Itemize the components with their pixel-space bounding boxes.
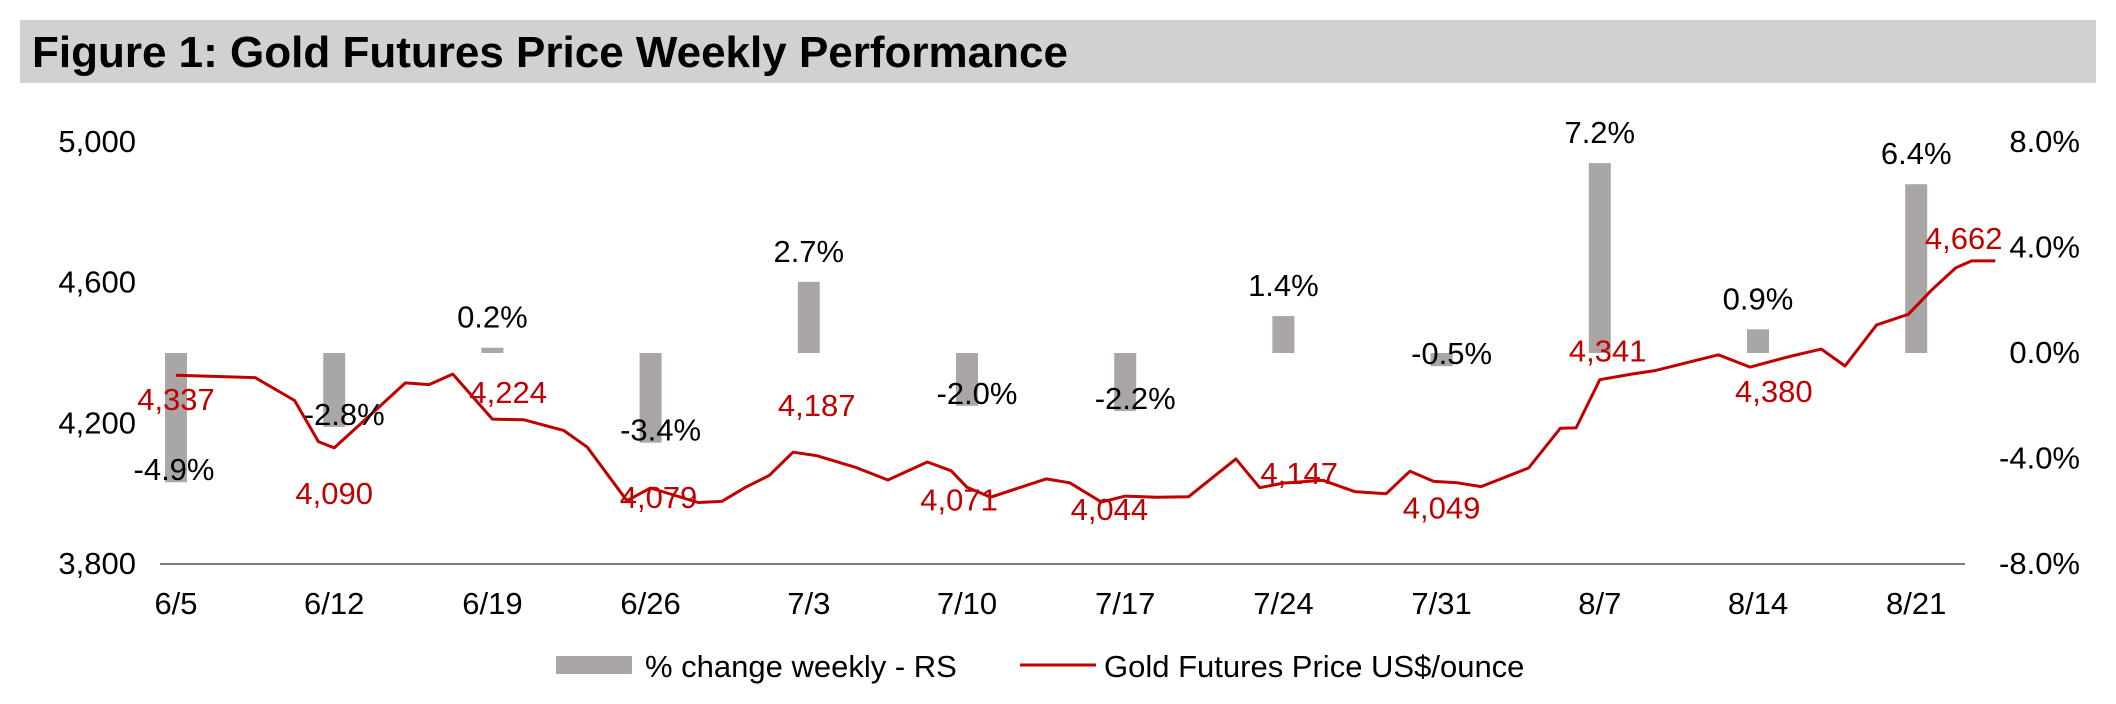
price-label-4337: 4,337 [137,382,215,417]
right-tick--8: -8.0% [1999,546,2080,581]
left-tick-4600: 4,600 [58,265,136,300]
bar-label-8/21: 6.4% [1881,136,1952,171]
bar-label-8/14: 0.9% [1723,281,1794,316]
bar-6/5 [165,353,187,483]
price-label-4079: 4,079 [620,480,698,515]
legend-swatch-bar [556,656,632,674]
bar-8/14 [1747,329,1769,353]
legend-label-bar: % change weekly - RS [645,649,957,684]
x-tick-8/14: 8/14 [1728,586,1788,621]
bar-label-7/3: 2.7% [773,234,844,269]
price-label-4071: 4,071 [920,483,998,518]
bar-label-8/7: 7.2% [1564,115,1635,150]
bar-6/26 [639,353,662,443]
bar-label-6/26: -3.4% [620,413,701,448]
right-tick-4: 4.0% [2009,230,2080,265]
x-tick-8/7: 8/7 [1578,586,1621,621]
x-tick-6/26: 6/26 [620,586,680,621]
right-tick-8: 8.0% [2009,124,2080,159]
x-tick-6/19: 6/19 [462,586,522,621]
x-tick-7/24: 7/24 [1253,586,1313,621]
bar-label-7/24: 1.4% [1248,268,1319,303]
price-label-4662: 4,662 [1925,221,2003,256]
price-label-4224: 4,224 [469,375,547,410]
x-tick-6/5: 6/5 [154,586,197,621]
legend-label-line: Gold Futures Price US$/ounce [1104,649,1524,684]
price-label-4090: 4,090 [295,476,373,511]
x-tick-6/12: 6/12 [304,586,364,621]
left-tick-4200: 4,200 [58,405,136,440]
x-tick-7/3: 7/3 [787,586,830,621]
bar-6/12 [323,353,346,427]
bar-7/10 [956,353,978,406]
left-tick-5000: 5,000 [58,124,136,159]
price-label-4380: 4,380 [1735,374,1813,409]
bar-7/3 [797,281,820,353]
title-bar: Figure 1: Gold Futures Price Weekly Perf… [20,20,2096,83]
bar-label-7/17: -2.2% [1095,381,1176,416]
right-tick-0: 0.0% [2009,335,2080,370]
price-label-4187: 4,187 [778,388,856,423]
right-tick--4: -4.0% [1999,441,2080,476]
x-tick-8/21: 8/21 [1886,586,1946,621]
bar-label-6/5: -4.9% [134,452,215,487]
bar-label-7/10: -2.0% [937,376,1018,411]
price-label-4147: 4,147 [1260,456,1338,491]
price-label-4044: 4,044 [1071,492,1149,527]
x-tick-7/17: 7/17 [1095,586,1155,621]
x-tick-7/10: 7/10 [937,586,997,621]
left-tick-3800: 3,800 [58,546,136,581]
bar-8/21 [1905,184,1928,353]
bar-7/24 [1272,316,1295,353]
bar-7/17 [1114,353,1137,412]
price-line [175,259,1996,504]
bar-8/7 [1588,163,1611,353]
price-label-4341: 4,341 [1569,334,1647,369]
bar-label-7/31: -0.5% [1411,336,1492,371]
bar-label-6/12: -2.8% [304,397,385,432]
bar-7/31 [1430,353,1453,367]
x-tick-7/31: 7/31 [1411,586,1471,621]
bar-label-6/19: 0.2% [457,300,528,335]
price-label-4049: 4,049 [1403,490,1481,525]
bar-6/19 [481,347,504,353]
chart-title: Figure 1: Gold Futures Price Weekly Perf… [32,28,1068,77]
